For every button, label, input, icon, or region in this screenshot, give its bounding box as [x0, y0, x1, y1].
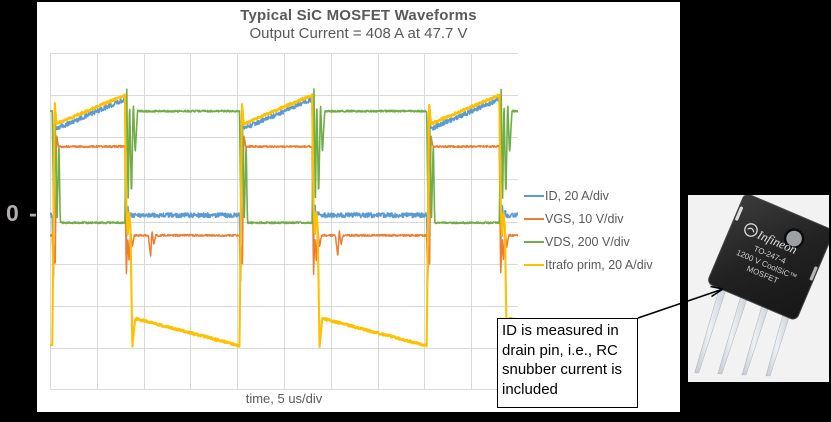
edge-slot [809, 266, 818, 281]
annotation-line: snubber current is [502, 361, 623, 378]
y-axis-zero-label: 0 - [6, 200, 39, 226]
package-pin [741, 306, 769, 376]
oscilloscope-plot-area [50, 53, 518, 390]
annotation-line: ID is measured in [502, 322, 619, 339]
legend-item-vds: VDS, 200 V/div [524, 234, 653, 250]
legend-line-swatch-itrafo [524, 264, 544, 266]
legend-label-vgs: VGS, 10 V/div [545, 212, 624, 226]
annotation-line: included [502, 380, 558, 398]
waveform-trace-3 [50, 93, 518, 348]
package-pins [694, 288, 791, 377]
chart-subtitle: Output Current = 408 A at 47.7 V [249, 25, 468, 42]
edge-slot [735, 206, 744, 221]
package-body: Infineon TO-247-4 1200 V CoolSiC™ MOSFET [708, 195, 829, 320]
mounting-hole [783, 228, 805, 249]
callout-arrow [637, 285, 724, 319]
waveform-trace-2 [50, 88, 518, 225]
legend-line-swatch-vds [524, 241, 544, 243]
legend-label-itrafo: Itrafo prim, 20 A/div [545, 258, 653, 272]
legend-line-swatch-vgs [524, 218, 544, 220]
waveform-chart-panel: Typical SiC MOSFET Waveforms Output Curr… [37, 2, 680, 412]
legend-label-vds: VDS, 200 V/div [545, 235, 630, 249]
legend-line-swatch-id [524, 195, 544, 197]
annotation-line: drain pin, i.e., RC [502, 341, 618, 359]
infineon-logo-icon [744, 223, 758, 237]
legend-item-vgs: VGS, 10 V/div [524, 211, 653, 227]
chart-title: Typical SiC MOSFET Waveforms [240, 7, 477, 24]
waveform-trace-0 [50, 96, 518, 280]
chart-legend: ID, 20 A/div VGS, 10 V/div VDS, 200 V/di… [524, 188, 653, 273]
package-pin [765, 315, 791, 377]
legend-item-id: ID, 20 A/div [524, 188, 653, 204]
waveform-trace-1 [50, 135, 518, 282]
to-247-4-package-drawing: Infineon TO-247-4 1200 V CoolSiC™ MOSFET [694, 195, 829, 377]
legend-label-id: ID, 20 A/div [545, 189, 609, 203]
legend-item-itrafo: Itrafo prim, 20 A/div [524, 257, 653, 273]
annotation-callout-box: ID is measured in drain pin, i.e., RC sn… [497, 318, 638, 408]
x-axis-label: time, 5 us/div [245, 391, 323, 406]
mosfet-package-image: Infineon TO-247-4 1200 V CoolSiC™ MOSFET [688, 195, 829, 382]
